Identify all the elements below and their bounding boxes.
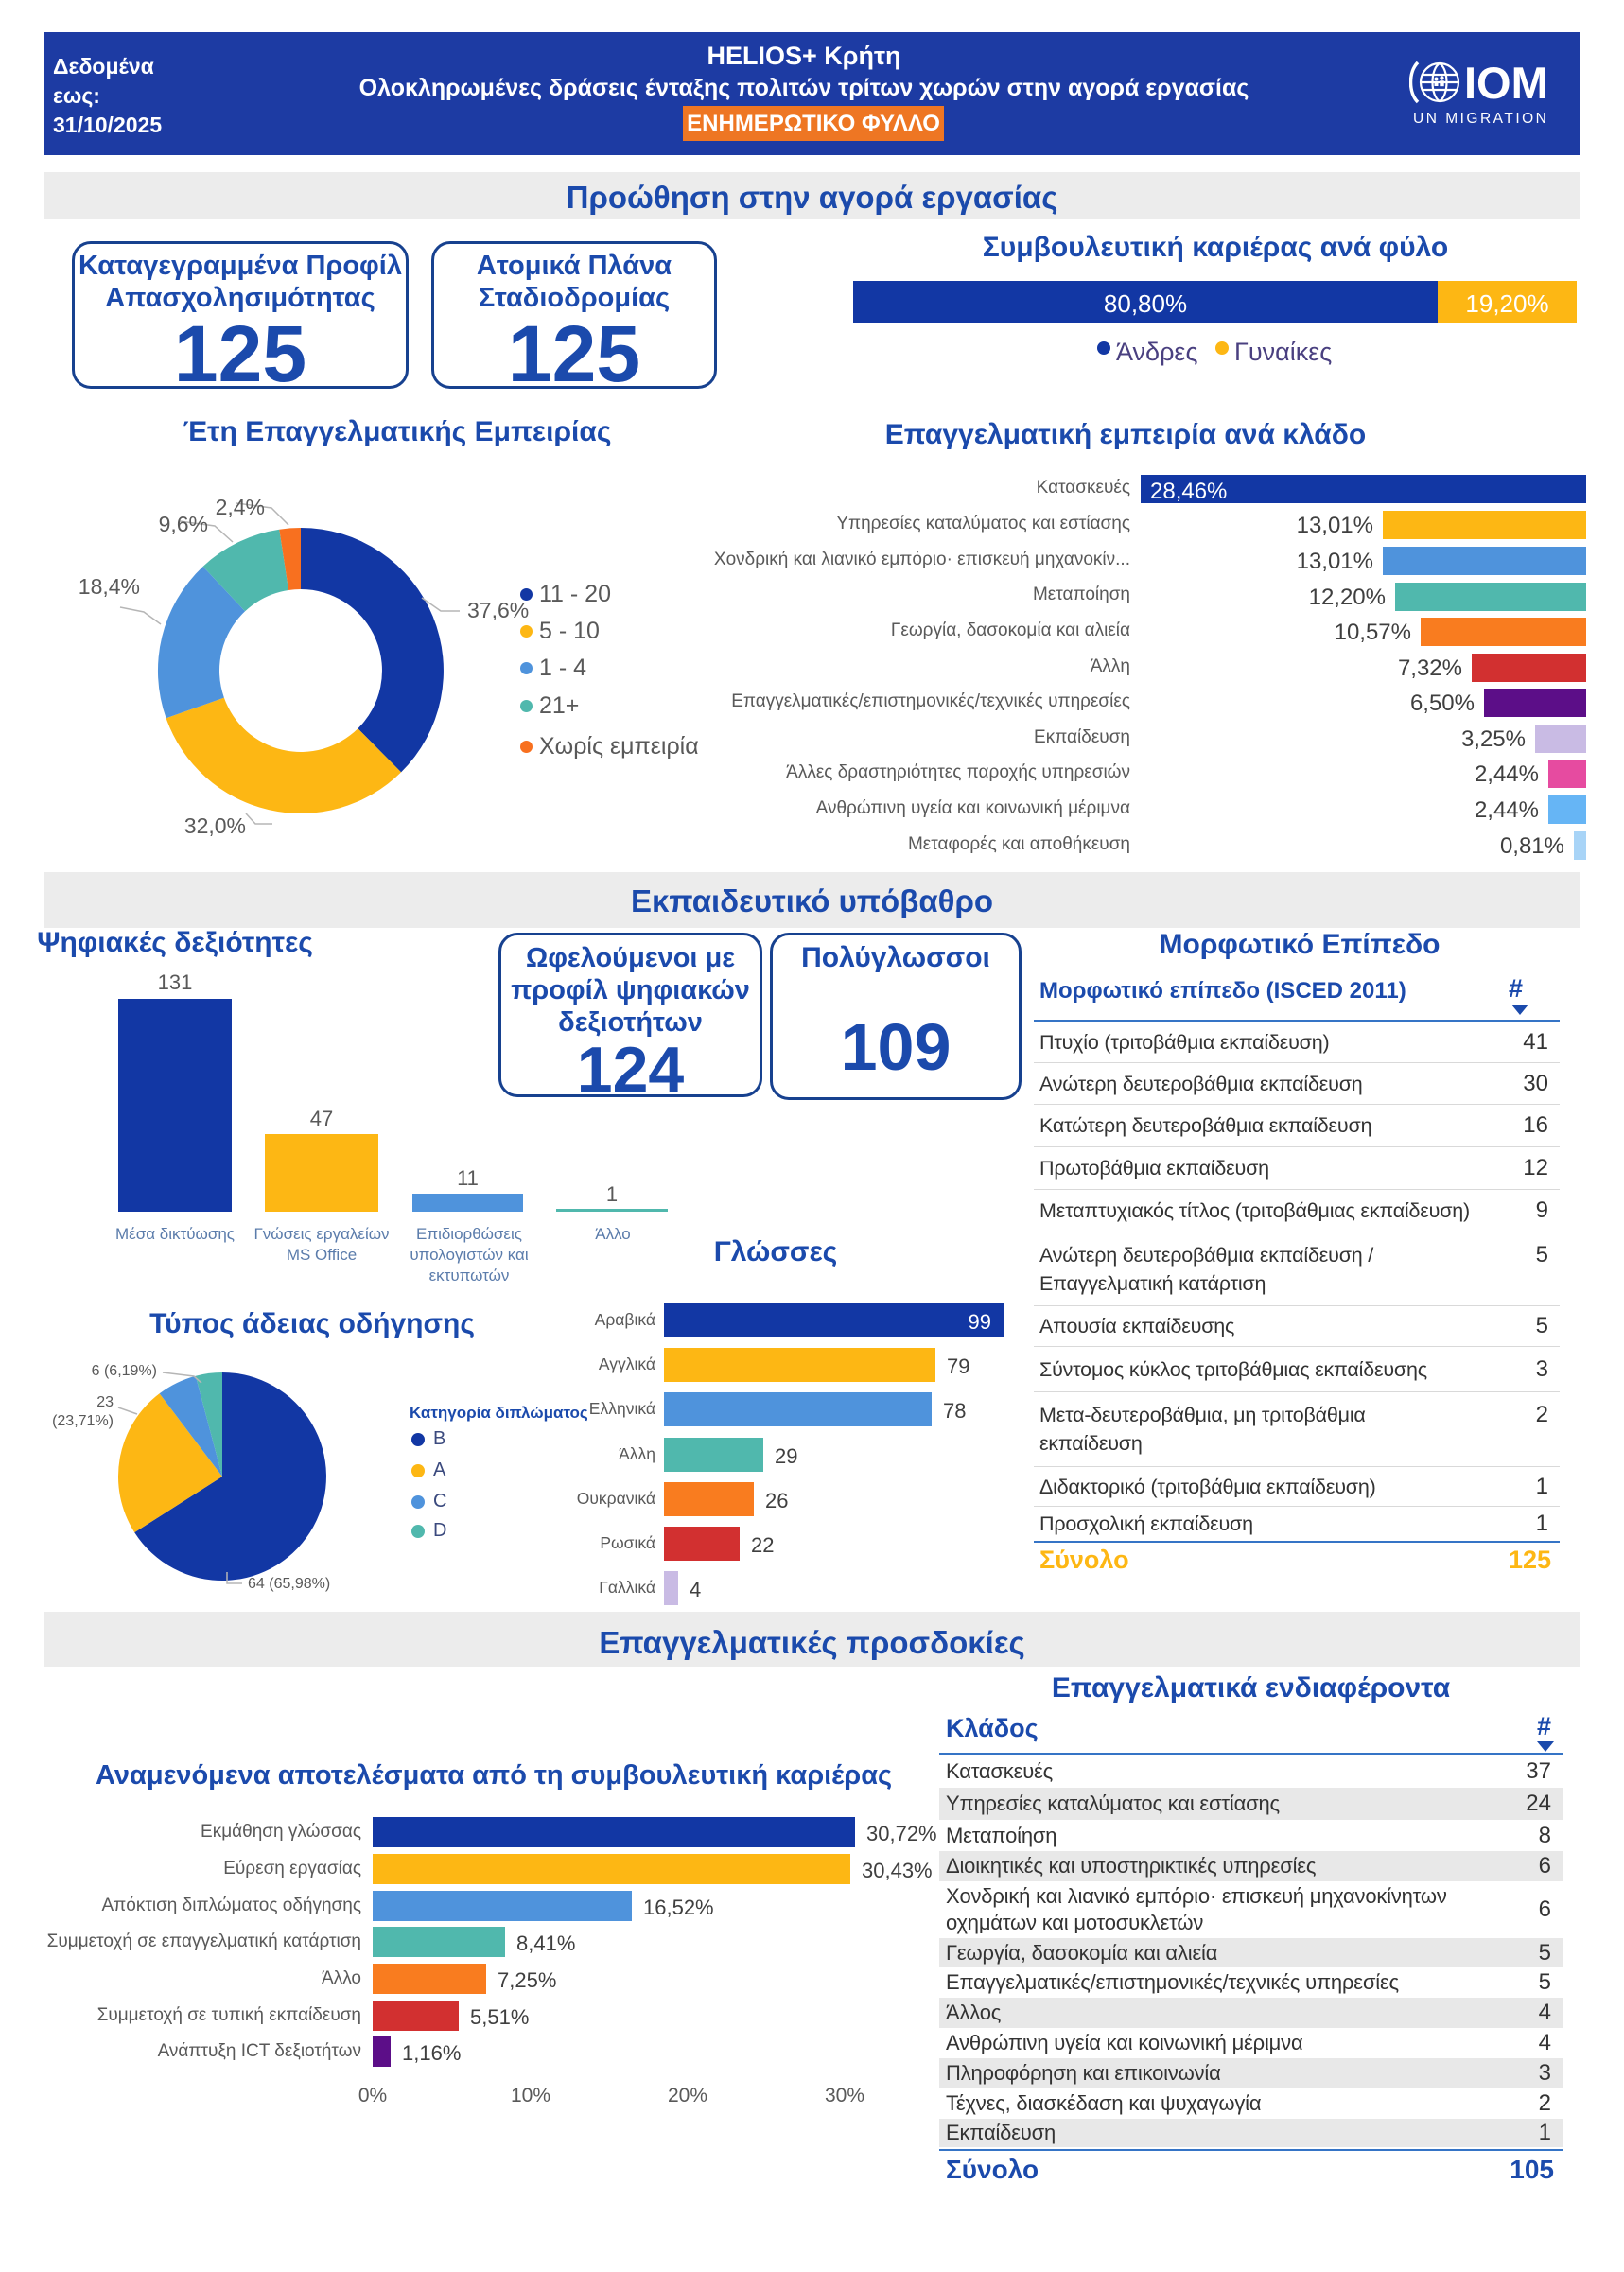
svg-text:UN MIGRATION: UN MIGRATION bbox=[1413, 111, 1548, 127]
svg-text:IOM: IOM bbox=[1464, 58, 1548, 108]
